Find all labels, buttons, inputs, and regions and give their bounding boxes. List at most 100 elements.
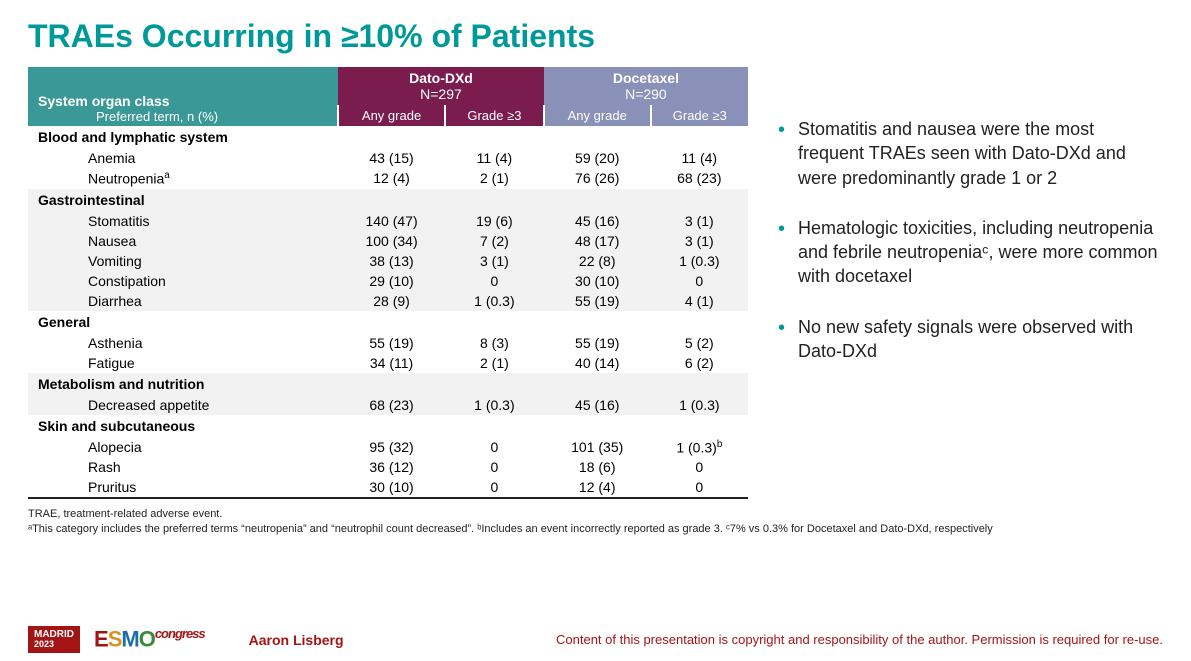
table-row: Constipation29 (10)030 (10)0 [28, 271, 748, 291]
value-cell: 22 (8) [544, 251, 651, 271]
value-cell: 0 [445, 477, 544, 498]
term-cell: Neutropeniaa [28, 168, 338, 189]
col-doce: Docetaxel N=290 [544, 67, 748, 105]
value-cell: 1 (0.3)b [651, 437, 748, 458]
sub-dato-g3: Grade ≥3 [445, 105, 544, 126]
term-cell: Diarrhea [28, 291, 338, 311]
value-cell: 19 (6) [445, 211, 544, 231]
value-cell: 0 [651, 457, 748, 477]
soc-label: System organ class [38, 93, 170, 109]
table-row: Diarrhea28 (9)1 (0.3)55 (19)4 (1) [28, 291, 748, 311]
value-cell: 55 (19) [544, 291, 651, 311]
value-cell: 4 (1) [651, 291, 748, 311]
esmo-logo: ESMOcongress [94, 626, 205, 652]
value-cell: 68 (23) [651, 168, 748, 189]
table-row: Stomatitis140 (47)19 (6)45 (16)3 (1) [28, 211, 748, 231]
value-cell: 1 (0.3) [445, 291, 544, 311]
value-cell: 36 (12) [338, 457, 445, 477]
value-cell: 30 (10) [544, 271, 651, 291]
bullet-item: No new safety signals were observed with… [776, 315, 1163, 364]
value-cell: 5 (2) [651, 333, 748, 353]
value-cell: 3 (1) [651, 211, 748, 231]
table-row: Fatigue34 (11)2 (1)40 (14)6 (2) [28, 353, 748, 373]
value-cell: 28 (9) [338, 291, 445, 311]
value-cell: 0 [651, 477, 748, 498]
value-cell: 6 (2) [651, 353, 748, 373]
value-cell: 1 (0.3) [651, 395, 748, 415]
footer: MADRID 2023 ESMOcongress Aaron Lisberg C… [0, 626, 1191, 653]
value-cell: 12 (4) [544, 477, 651, 498]
bullet-item: Stomatitis and nausea were the most freq… [776, 117, 1163, 190]
value-cell: 48 (17) [544, 231, 651, 251]
term-cell: Vomiting [28, 251, 338, 271]
value-cell: 38 (13) [338, 251, 445, 271]
value-cell: 0 [445, 457, 544, 477]
bullet-item: Hematologic toxicities, including neutro… [776, 216, 1163, 289]
trae-table: System organ class Preferred term, n (%)… [28, 67, 748, 499]
value-cell: 2 (1) [445, 168, 544, 189]
content-area: System organ class Preferred term, n (%)… [0, 67, 1191, 499]
value-cell: 1 (0.3) [651, 251, 748, 271]
value-cell: 45 (16) [544, 211, 651, 231]
bullet-list: Stomatitis and nausea were the most freq… [776, 67, 1163, 499]
venue-badge: MADRID 2023 [28, 626, 80, 653]
value-cell: 8 (3) [445, 333, 544, 353]
value-cell: 68 (23) [338, 395, 445, 415]
table-row: Nausea100 (34)7 (2)48 (17)3 (1) [28, 231, 748, 251]
page-title: TRAEs Occurring in ≥10% of Patients [0, 0, 1191, 67]
value-cell: 0 [651, 271, 748, 291]
col-soc: System organ class Preferred term, n (%) [28, 67, 338, 126]
value-cell: 11 (4) [445, 148, 544, 168]
table-row: Asthenia55 (19)8 (3)55 (19)5 (2) [28, 333, 748, 353]
value-cell: 40 (14) [544, 353, 651, 373]
copyright-text: Content of this presentation is copyrigh… [556, 632, 1163, 647]
table-row: Pruritus30 (10)012 (4)0 [28, 477, 748, 498]
value-cell: 29 (10) [338, 271, 445, 291]
value-cell: 55 (19) [544, 333, 651, 353]
value-cell: 140 (47) [338, 211, 445, 231]
value-cell: 1 (0.3) [445, 395, 544, 415]
term-cell: Constipation [28, 271, 338, 291]
value-cell: 95 (32) [338, 437, 445, 458]
value-cell: 2 (1) [445, 353, 544, 373]
footnote-1: TRAE, treatment-related adverse event. [28, 507, 1163, 521]
value-cell: 0 [445, 437, 544, 458]
value-cell: 7 (2) [445, 231, 544, 251]
footnotes: TRAE, treatment-related adverse event. ᵃ… [0, 499, 1191, 536]
category-label: Blood and lymphatic system [28, 126, 748, 148]
value-cell: 101 (35) [544, 437, 651, 458]
footnote-2: ᵃThis category includes the preferred te… [28, 522, 1163, 536]
category-label: General [28, 311, 748, 333]
term-cell: Decreased appetite [28, 395, 338, 415]
term-cell: Alopecia [28, 437, 338, 458]
value-cell: 11 (4) [651, 148, 748, 168]
table-row: Alopecia95 (32)0101 (35)1 (0.3)b [28, 437, 748, 458]
table-row: Rash36 (12)018 (6)0 [28, 457, 748, 477]
term-cell: Asthenia [28, 333, 338, 353]
table-row: Neutropeniaa12 (4)2 (1)76 (26)68 (23) [28, 168, 748, 189]
term-cell: Fatigue [28, 353, 338, 373]
category-label: Metabolism and nutrition [28, 373, 748, 395]
category-label: Skin and subcutaneous [28, 415, 748, 437]
author-name: Aaron Lisberg [249, 632, 344, 648]
value-cell: 55 (19) [338, 333, 445, 353]
sub-doce-g3: Grade ≥3 [651, 105, 748, 126]
term-cell: Nausea [28, 231, 338, 251]
term-cell: Rash [28, 457, 338, 477]
table-row: Anemia43 (15)11 (4)59 (20)11 (4) [28, 148, 748, 168]
table-container: System organ class Preferred term, n (%)… [28, 67, 748, 499]
table-row: Decreased appetite68 (23)1 (0.3)45 (16)1… [28, 395, 748, 415]
value-cell: 12 (4) [338, 168, 445, 189]
value-cell: 3 (1) [651, 231, 748, 251]
category-label: Gastrointestinal [28, 189, 748, 211]
table-body: Blood and lymphatic systemAnemia43 (15)1… [28, 126, 748, 498]
term-cell: Anemia [28, 148, 338, 168]
value-cell: 34 (11) [338, 353, 445, 373]
table-row: Vomiting38 (13)3 (1)22 (8)1 (0.3) [28, 251, 748, 271]
value-cell: 45 (16) [544, 395, 651, 415]
value-cell: 30 (10) [338, 477, 445, 498]
sub-doce-any: Any grade [544, 105, 651, 126]
value-cell: 100 (34) [338, 231, 445, 251]
term-cell: Pruritus [28, 477, 338, 498]
value-cell: 59 (20) [544, 148, 651, 168]
